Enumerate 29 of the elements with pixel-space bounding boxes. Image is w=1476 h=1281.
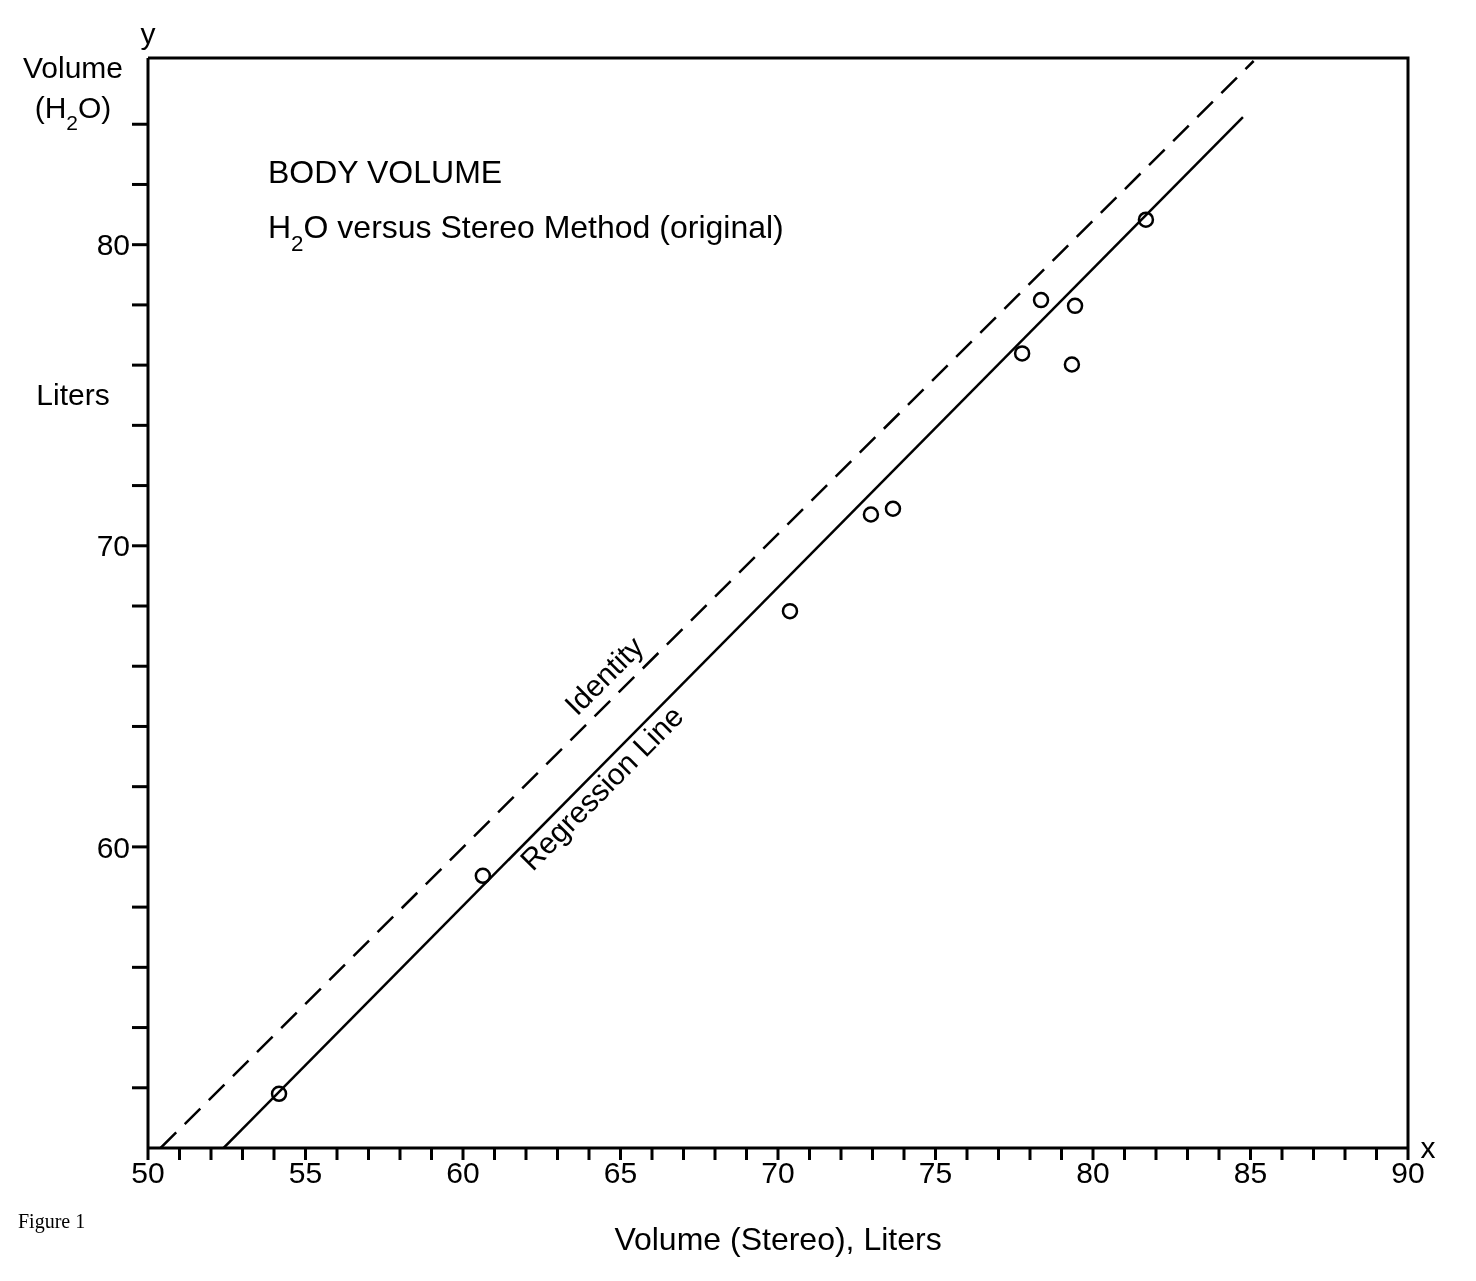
x-tick-label: 70 — [761, 1156, 795, 1190]
point — [270, 1085, 288, 1103]
text: x — [1420, 1131, 1436, 1164]
x-tick-label: 50 — [131, 1156, 165, 1190]
point — [1066, 297, 1084, 315]
point — [1063, 356, 1081, 373]
y-tick-label: 80 — [96, 228, 130, 262]
point — [1013, 345, 1031, 362]
x-tick-label: 85 — [1233, 1156, 1268, 1190]
point — [1137, 211, 1155, 228]
point — [884, 500, 902, 517]
point — [474, 867, 492, 885]
text: y — [140, 17, 156, 50]
text: Liters — [36, 378, 110, 412]
point — [862, 506, 880, 523]
text: H$_{2}$O versus Stereo Method (original) — [268, 209, 784, 256]
x-tick-label: 65 — [603, 1156, 638, 1190]
y-tick-label: 60 — [96, 830, 130, 864]
y-tick-label: 70 — [96, 529, 130, 563]
x-axis-title: Volume (Stereo), Liters — [614, 1221, 942, 1257]
y-axis-title: Volume (H$_{2}$O) — [22, 51, 124, 134]
x-tick-label: 75 — [918, 1156, 953, 1190]
point — [1032, 291, 1050, 309]
x-tick-label: 80 — [1076, 1156, 1110, 1190]
x-tick-label: 55 — [288, 1156, 323, 1190]
caption: Figure 1 — [18, 1210, 86, 1233]
text: BODY VOLUME — [268, 154, 503, 190]
point — [781, 602, 799, 620]
x-tick-label: 60 — [446, 1156, 480, 1190]
